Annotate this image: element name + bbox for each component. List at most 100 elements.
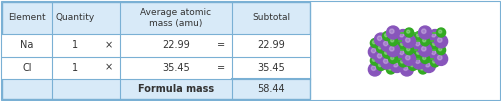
Circle shape [415,59,420,63]
Circle shape [414,49,423,58]
Circle shape [384,54,397,67]
Circle shape [428,47,441,60]
Circle shape [398,40,407,49]
Circle shape [403,66,408,70]
Circle shape [405,55,410,60]
Circle shape [370,56,379,65]
Circle shape [431,32,436,37]
Circle shape [405,38,410,42]
Circle shape [393,45,398,49]
Circle shape [378,46,382,49]
Circle shape [421,54,430,63]
Circle shape [404,58,407,61]
Text: Element: Element [8,14,46,23]
Bar [2,2,310,99]
Circle shape [391,39,394,42]
Circle shape [430,40,439,49]
Circle shape [390,42,403,55]
Text: ×: × [105,40,113,50]
Circle shape [416,34,420,37]
Circle shape [409,54,414,58]
Circle shape [426,37,430,40]
Circle shape [421,47,426,51]
Circle shape [394,55,398,58]
Circle shape [368,63,381,76]
Circle shape [437,55,442,60]
Text: =: = [217,40,225,50]
Circle shape [410,64,414,67]
Text: 22.99: 22.99 [162,40,190,50]
Circle shape [383,32,392,41]
Circle shape [388,49,392,53]
Circle shape [419,44,432,57]
Circle shape [418,47,427,56]
Circle shape [426,55,430,58]
Circle shape [436,46,445,55]
Circle shape [406,51,419,64]
Circle shape [435,35,447,48]
Text: 58.44: 58.44 [257,84,285,94]
Circle shape [399,32,404,37]
Circle shape [390,59,403,72]
Circle shape [372,58,376,61]
Circle shape [407,30,410,33]
Circle shape [388,67,392,70]
Circle shape [383,41,388,46]
Circle shape [374,51,387,64]
Circle shape [396,29,409,43]
Circle shape [432,60,436,63]
Circle shape [405,46,414,55]
Circle shape [377,54,382,58]
Circle shape [378,64,382,67]
Circle shape [415,41,420,46]
Circle shape [424,35,433,44]
Circle shape [421,29,426,34]
Circle shape [439,30,442,33]
Circle shape [376,62,385,70]
Circle shape [416,37,429,50]
Circle shape [399,50,404,55]
Text: 22.99: 22.99 [257,40,285,50]
Circle shape [387,39,392,44]
Circle shape [371,66,376,70]
Text: Cl: Cl [22,63,32,73]
Circle shape [387,26,400,39]
Circle shape [409,36,414,41]
Circle shape [391,56,394,60]
Circle shape [402,56,411,65]
Text: 1: 1 [72,40,78,50]
Circle shape [370,39,379,48]
Circle shape [423,56,426,60]
Text: 1: 1 [72,63,78,73]
Circle shape [386,47,395,56]
Circle shape [393,62,398,67]
Circle shape [403,52,416,65]
Circle shape [430,58,439,67]
Circle shape [416,54,429,67]
Circle shape [371,48,376,53]
Circle shape [383,49,392,58]
Circle shape [390,47,394,51]
Circle shape [400,63,413,76]
Circle shape [389,54,398,63]
Circle shape [386,65,395,74]
Circle shape [422,59,435,72]
Circle shape [408,62,417,70]
Circle shape [410,46,414,49]
Circle shape [398,58,407,67]
Text: =: = [217,63,225,73]
Circle shape [437,38,442,42]
Circle shape [423,39,426,42]
Circle shape [396,47,409,60]
Circle shape [389,37,398,46]
Circle shape [381,38,394,51]
Circle shape [402,39,411,48]
Circle shape [419,26,432,39]
Circle shape [420,49,423,53]
Circle shape [381,56,394,69]
Circle shape [377,36,382,41]
Circle shape [392,53,401,62]
Circle shape [428,29,441,43]
Circle shape [425,45,430,49]
Bar [2,34,310,56]
